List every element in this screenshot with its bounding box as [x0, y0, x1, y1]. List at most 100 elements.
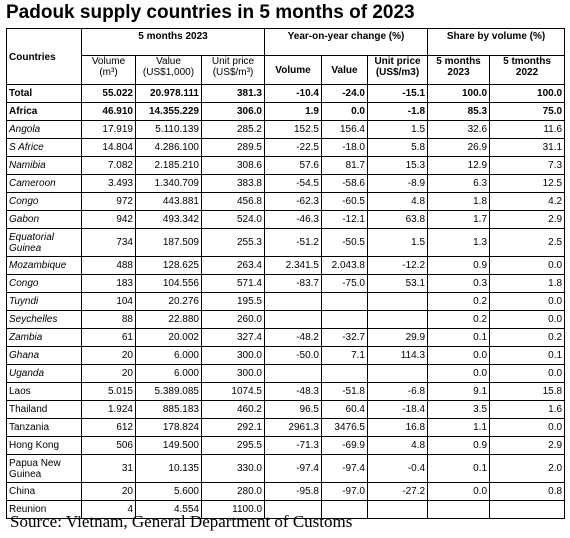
value-cell: [366, 292, 429, 311]
value-cell: 0.0: [489, 418, 566, 437]
value-cell: 1.8: [489, 274, 566, 293]
table-row: Angola 17.919 5.110.139 285.2 152.5 156.4 1.5 3…: [6, 120, 566, 139]
value-cell: 460.2: [201, 400, 265, 419]
value-cell: 187.509: [135, 228, 202, 257]
value-cell: 5.015: [81, 382, 136, 401]
value-cell: 1.924: [81, 400, 136, 419]
country-cell: Total: [6, 84, 82, 103]
header-cell: Countries: [6, 28, 82, 85]
value-cell: 0.1: [427, 454, 491, 483]
value-cell: -83.7: [264, 274, 322, 293]
header-row: Volume (m³) Value (US$1,000) Unit price …: [7, 55, 566, 85]
value-cell: 0.0: [427, 346, 491, 365]
value-cell: -12.1: [321, 210, 368, 229]
value-cell: 26.9: [427, 138, 491, 157]
country-cell: Uganda: [6, 364, 82, 383]
value-cell: 9.1: [427, 382, 491, 401]
header-cell: Value: [321, 55, 368, 85]
value-cell: 2.043.8: [321, 256, 368, 275]
value-cell: 456.8: [201, 192, 265, 211]
value-cell: 7.3: [489, 156, 566, 175]
value-cell: 156.4: [321, 120, 368, 139]
country-cell: Cameroon: [6, 174, 82, 193]
value-cell: -15.1: [366, 84, 429, 103]
value-cell: [366, 500, 429, 519]
value-cell: 0.2: [489, 328, 566, 347]
value-cell: -97.0: [321, 482, 368, 501]
value-cell: 1.340.709: [135, 174, 202, 193]
value-cell: 31: [81, 454, 136, 483]
table-row: Hong Kong 506 149.500 295.5 -71.3 -69.9 4.8 0.9…: [6, 436, 566, 455]
value-cell: -8.9: [366, 174, 429, 193]
country-cell: Tuyndi: [6, 292, 82, 311]
source-note: Source: Vietnam, General Department of C…: [10, 512, 353, 531]
value-cell: 15.8: [489, 382, 566, 401]
value-cell: 443.881: [135, 192, 202, 211]
value-cell: 1.1: [427, 418, 491, 437]
value-cell: 88: [81, 310, 136, 329]
value-cell: [366, 364, 429, 383]
value-cell: 285.2: [201, 120, 265, 139]
value-cell: 0.2: [427, 310, 491, 329]
value-cell: -1.8: [366, 102, 429, 121]
country-cell: China: [6, 482, 82, 501]
value-cell: 300.0: [201, 364, 265, 383]
value-cell: 506: [81, 436, 136, 455]
value-cell: 260.0: [201, 310, 265, 329]
value-cell: 383.8: [201, 174, 265, 193]
value-cell: 1.9: [264, 102, 322, 121]
value-cell: 0.9: [427, 436, 491, 455]
table-row: Congo 183 104.556 571.4 -83.7 -75.0 53.1 0.3 1.8: [6, 274, 566, 293]
value-cell: 0.3: [427, 274, 491, 293]
value-cell: [366, 310, 429, 329]
value-cell: 2.5: [489, 228, 566, 257]
value-cell: [489, 500, 566, 519]
supply-table: Countries 5 months 2023 Year-on-year cha…: [6, 28, 566, 519]
value-cell: 5.8: [366, 138, 429, 157]
table-row: Congo 972 443.881 456.8 -62.3 -60.5 4.8 1.8 4.2: [6, 192, 566, 211]
value-cell: -97.4: [321, 454, 368, 483]
value-cell: 885.183: [135, 400, 202, 419]
value-cell: 2.9: [489, 210, 566, 229]
value-cell: -54.5: [264, 174, 322, 193]
value-cell: 1.8: [427, 192, 491, 211]
value-cell: 942: [81, 210, 136, 229]
value-cell: 306.0: [201, 102, 265, 121]
value-cell: 4.2: [489, 192, 566, 211]
value-cell: 4.286.100: [135, 138, 202, 157]
value-cell: 2.0: [489, 454, 566, 483]
value-cell: 1.3: [427, 228, 491, 257]
table-body: Total 55.022 20.978.111 381.3 -10.4 -24.0 -15.…: [6, 84, 566, 519]
value-cell: 0.8: [489, 482, 566, 501]
table-row: Ghana 20 6.000 300.0 -50.0 7.1 114.3 0.0 0.1: [6, 346, 566, 365]
table-row: Africa 46.910 14.355.229 306.0 1.9 0.0 -1.8 85.…: [6, 102, 566, 121]
value-cell: 55.022: [81, 84, 136, 103]
value-cell: 22.880: [135, 310, 202, 329]
value-cell: -51.2: [264, 228, 322, 257]
value-cell: -46.3: [264, 210, 322, 229]
header-cell: Value (US$1,000): [135, 55, 202, 85]
value-cell: -18.4: [366, 400, 429, 419]
value-cell: 0.0: [427, 482, 491, 501]
value-cell: 61: [81, 328, 136, 347]
value-cell: 7.082: [81, 156, 136, 175]
value-cell: 53.1: [366, 274, 429, 293]
header-cell: Unit price (US$/m3): [366, 55, 429, 85]
country-cell: Angola: [6, 120, 82, 139]
value-cell: 152.5: [264, 120, 322, 139]
country-cell: Zambia: [6, 328, 82, 347]
country-cell: Namibia: [6, 156, 82, 175]
header-cell: 5 months 2023: [427, 55, 491, 85]
value-cell: -12.2: [366, 256, 429, 275]
value-cell: 12.5: [489, 174, 566, 193]
table-row: China 20 5.600 280.0 -95.8 -97.0 -27.2 0.0 0.8: [6, 482, 566, 501]
value-cell: 4.8: [366, 192, 429, 211]
value-cell: 0.0: [489, 364, 566, 383]
value-cell: 195.5: [201, 292, 265, 311]
value-cell: -24.0: [321, 84, 368, 103]
title: Padouk supply countries in 5 months of 2…: [6, 2, 415, 23]
value-cell: 16.8: [366, 418, 429, 437]
value-cell: 63.8: [366, 210, 429, 229]
value-cell: 2.185.210: [135, 156, 202, 175]
